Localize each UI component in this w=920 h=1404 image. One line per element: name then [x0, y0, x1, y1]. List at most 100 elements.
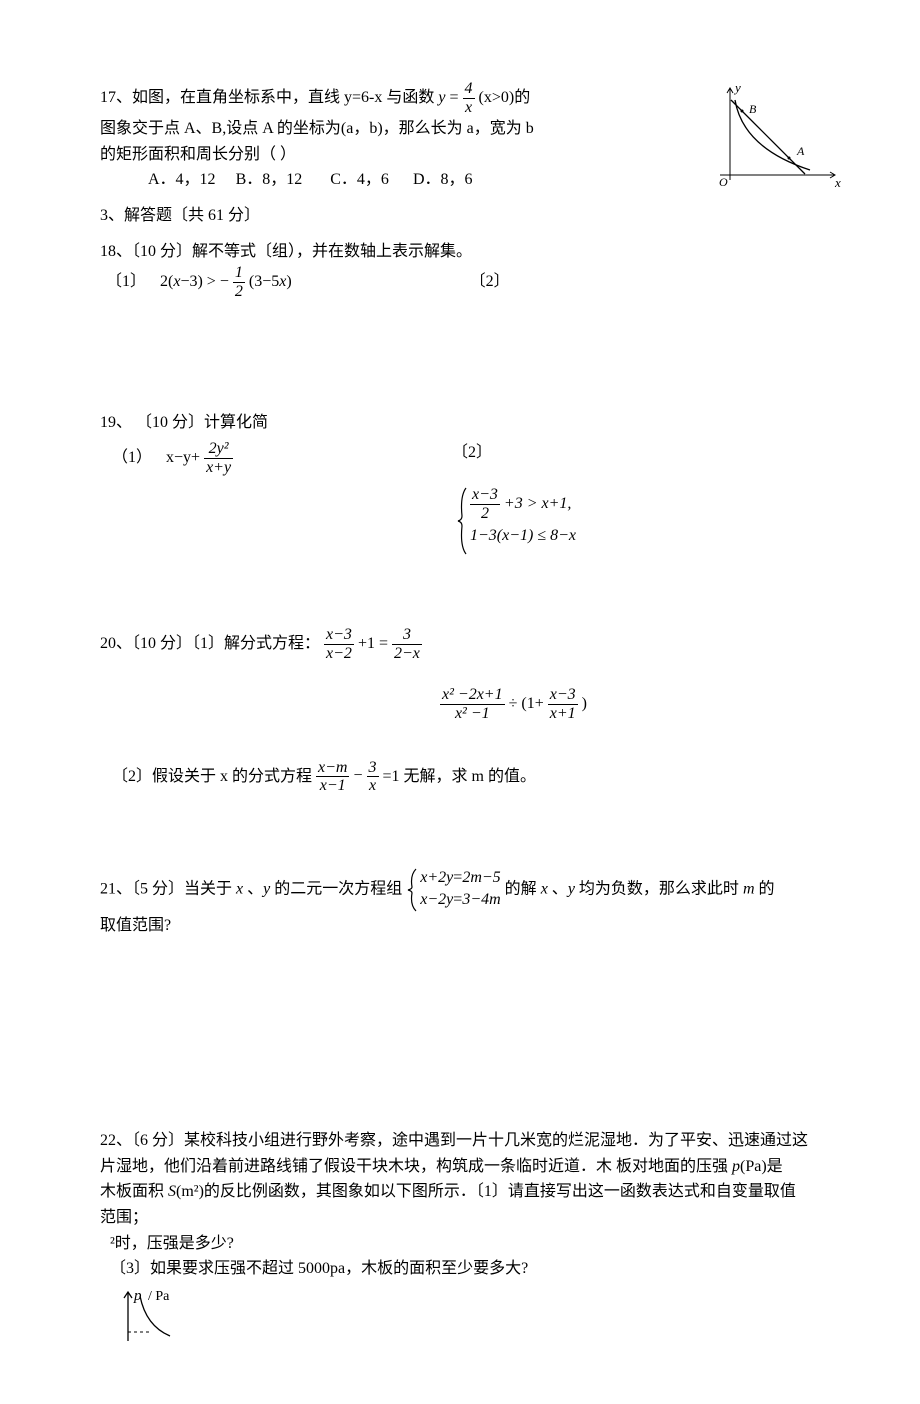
q19-s1-fn: 2y² — [209, 440, 229, 457]
q19-s1-pre: x−y+ — [166, 449, 200, 466]
q20-e2-f2n: x−3 — [550, 686, 576, 703]
q19-bl1-frac: x−3 2 — [470, 486, 500, 522]
q17-opt-c: C．4，6 — [330, 171, 389, 188]
q22-sub2: ²时，压强是多少? — [110, 1231, 820, 1257]
question-21: 21、〔5 分〕当关于 x 、y 的二元一次方程组 x+2y=2m−5 x−2y… — [100, 867, 820, 939]
q21-label: 21、 — [100, 880, 132, 897]
svg-text:A: A — [796, 144, 805, 158]
q20-e2-post: ) — [582, 695, 587, 712]
q20-e1-f2n: 3 — [392, 626, 422, 645]
q18-s1-p2: −3) > − — [180, 273, 228, 290]
q21-bl1-rhs: 2m−5 — [462, 869, 500, 886]
q21-post2: 均为负数，那么求此时 — [575, 880, 743, 897]
q20-s2-f1d: x−1 — [320, 777, 346, 794]
q19-s1-fdb: y — [224, 459, 231, 476]
q17-graph: y x O B A — [705, 80, 850, 199]
q21-mid2: 的二元一次方程组 — [270, 880, 402, 897]
q18-s1-p1: 2( — [160, 273, 173, 290]
q17-opt-a: A．4，12 — [148, 171, 216, 188]
q19-s1-fdplus: + — [213, 459, 224, 476]
q20-s2-f2: 3 x — [367, 759, 379, 795]
q21-y2: y — [568, 880, 575, 897]
q21-post1: 的解 — [505, 880, 541, 897]
q22-text2b: 是 — [767, 1158, 783, 1175]
q20-e1-f1n: x−3 — [326, 626, 352, 643]
q22-p: p — [732, 1158, 740, 1175]
q20-s2-f1n: x−m — [318, 759, 347, 776]
q21-bl1-eq: = — [453, 869, 462, 886]
q22-graph: p / Pa — [110, 1286, 820, 1355]
q20-s2-f1: x−m x−1 — [316, 759, 349, 795]
q18-s1-p4: ) — [286, 273, 291, 290]
q20-e2-mid: ÷ (1+ — [509, 695, 544, 712]
q18-sub1-label: 〔1〕 — [106, 273, 146, 290]
q22-s-unit: (m²) — [176, 1183, 204, 1200]
q20-e1-f2: 3 2−x — [392, 626, 422, 662]
question-17: y x O B A 17、如图，在直角坐标系中，直线 y=6-x 与函数 y =… — [100, 80, 820, 193]
q17-text-pre: 如图，在直角坐标系中，直线 y=6-x 与函数 — [132, 89, 438, 106]
svg-text:B: B — [749, 102, 757, 116]
section-3: 3、解答题〔共 61 分〕 — [100, 203, 820, 229]
q22-text1: 〔6 分〕某校科技小组进行野外考察，途中遇到一片十几米宽的烂泥湿地．为了平安、迅… — [132, 1132, 808, 1149]
q19-bl1-d: 2 — [470, 505, 500, 523]
q21-pre: 〔5 分〕当关于 — [132, 880, 236, 897]
q21-bl1-lhs: x+2y — [420, 869, 453, 886]
q19-sub2-label: 〔2〕 — [452, 444, 492, 461]
q18-sub2-label: 〔2〕 — [470, 273, 510, 290]
q17-line3: 的矩形面积和周长分别（ ） — [100, 142, 680, 168]
q18-s1-frac-d: 2 — [233, 283, 245, 301]
q22-text2a: 片湿地，他们沿着前进路线铺了假设干块木块，构筑成一条临时近道．木 板对地面的压强 — [100, 1158, 732, 1175]
q17-frac: 4 x — [463, 80, 475, 116]
svg-text:p: p — [133, 1288, 142, 1304]
q22-sub3: 〔3〕如果要求压强不超过 5000pa，木板的面积至少要多大? — [110, 1256, 820, 1282]
q21-brace-system: x+2y=2m−5 x−2y=3−4m — [406, 867, 500, 913]
q21-bl2-rhs: 3−4m — [462, 891, 500, 908]
q19-header: 〔10 分〕计算化简 — [136, 414, 268, 431]
q17-line2: 图象交于点 A、B,设点 A 的坐标为(a，b)，那么长为 a，宽为 b — [100, 116, 680, 142]
q18-label: 18、 — [100, 243, 132, 260]
q21-bl2-lhs: x−2y — [420, 891, 453, 908]
q21-mid1: 、 — [243, 880, 263, 897]
svg-text:O: O — [719, 175, 728, 189]
q20-s2-pre: 〔2〕假设关于 x 的分式方程 — [112, 767, 312, 784]
q20-header: 〔10 分〕〔1〕解分式方程： — [132, 635, 320, 652]
svg-text:x: x — [834, 175, 841, 190]
q17-label: 17、 — [100, 89, 132, 106]
q22-s: S — [168, 1183, 176, 1200]
q17-opt-b: B．8，12 — [236, 171, 303, 188]
q19-bl1-n: x−3 — [472, 486, 498, 503]
question-19: 19、 〔10 分〕计算化简 （1） x−y+ 2y² x+y 〔2〕 — [100, 410, 820, 556]
q17-frac-den: x — [463, 99, 475, 117]
q22-text3b: 的反比例函数，其图象如以下图所示．〔1〕请直接写出这一函数表达式和自变量取值 — [204, 1183, 796, 1200]
q20-s2-f2d: x — [369, 777, 376, 794]
question-22: 22、〔6 分〕某校科技小组进行野外考察，途中遇到一片十几米宽的烂泥湿地．为了平… — [100, 1128, 820, 1354]
q17-fn-eq: = — [449, 89, 458, 106]
q21-x2: x — [541, 880, 548, 897]
q20-e2-f2: x−3 x+1 — [548, 686, 578, 722]
q17-frac-num: 4 — [463, 80, 475, 99]
question-20: 20、〔10 分〕〔1〕解分式方程： x−3 x−2 +1 = 3 2−x x²… — [100, 626, 820, 795]
q21-line2: 取值范围? — [100, 913, 820, 939]
q22-label: 22、 — [100, 1132, 132, 1149]
q20-e1-mid: +1 = — [358, 635, 388, 652]
question-18: 18、〔10 分〕解不等式〔组），并在数轴上表示解集。 〔1〕 2(x−3) >… — [100, 239, 820, 301]
q20-e1-f2d: 2−x — [394, 645, 420, 662]
svg-text:y: y — [733, 80, 741, 95]
q19-bl1-post: +3 > x+1, — [504, 495, 572, 512]
q20-e2-f1d: x² −1 — [455, 705, 490, 722]
q20-e2-f1n: x² −2x+1 — [442, 686, 503, 703]
q20-e2-f1: x² −2x+1 x² −1 — [440, 686, 505, 722]
q18-s1-p3: (3−5 — [249, 273, 279, 290]
q22-p-unit: (Pa) — [740, 1158, 767, 1175]
q19-s1-frac: 2y² x+y — [204, 440, 233, 476]
q22-text3a: 木板面积 — [100, 1183, 168, 1200]
q20-s2-minus: − — [353, 767, 362, 784]
q21-mid1b: 、 — [548, 880, 568, 897]
q17-text-mid: (x>0)的 — [479, 89, 531, 106]
q18-s1-frac-n: 1 — [233, 264, 245, 283]
q17-opt-d: D．8，6 — [413, 171, 473, 188]
q20-e1-f1d: x−2 — [326, 645, 352, 662]
q17-fn-lhs: y — [438, 89, 445, 106]
q18-s1-frac: 1 2 — [233, 264, 245, 300]
q20-s2-f2n: 3 — [367, 759, 379, 778]
